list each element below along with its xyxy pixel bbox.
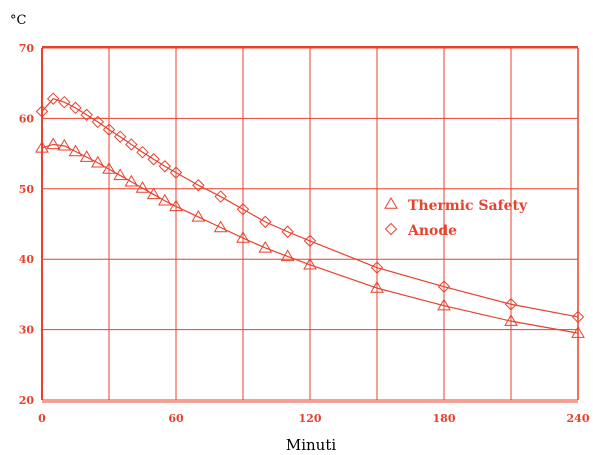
data-point bbox=[169, 166, 183, 179]
data-point bbox=[303, 257, 317, 270]
legend: Thermic Safety Anode bbox=[384, 197, 528, 239]
data-point bbox=[58, 96, 71, 109]
y-axis-unit: °C bbox=[10, 13, 27, 28]
y-tick-label: 60 bbox=[19, 112, 35, 125]
data-point bbox=[214, 190, 227, 203]
data-point bbox=[192, 179, 205, 192]
data-point bbox=[213, 220, 228, 233]
data-point bbox=[113, 168, 128, 181]
series-thermic-safety bbox=[35, 137, 585, 338]
data-point bbox=[102, 162, 116, 174]
data-point bbox=[102, 123, 116, 136]
data-point bbox=[259, 215, 272, 229]
data-point bbox=[281, 225, 294, 238]
data-point bbox=[303, 234, 317, 248]
series-group bbox=[35, 92, 585, 338]
data-point bbox=[258, 240, 273, 253]
data-point bbox=[147, 153, 160, 166]
data-point bbox=[69, 101, 82, 115]
data-point bbox=[68, 144, 83, 157]
data-point bbox=[91, 115, 105, 129]
data-point bbox=[236, 231, 250, 243]
data-point bbox=[169, 199, 183, 212]
y-tick-label: 70 bbox=[19, 42, 35, 55]
data-point bbox=[57, 138, 72, 151]
data-point bbox=[504, 298, 518, 311]
legend-item: Anode bbox=[384, 222, 457, 239]
y-tick-label: 40 bbox=[19, 253, 35, 266]
data-point bbox=[46, 92, 60, 105]
legend-item: Thermic Safety bbox=[384, 197, 528, 214]
x-tick-label: 240 bbox=[567, 412, 590, 425]
data-point bbox=[280, 249, 295, 262]
data-point bbox=[157, 193, 172, 206]
x-tick-label: 120 bbox=[299, 412, 322, 425]
tick-labels: 20 30 40 50 60 70 0 60 120 180 240 bbox=[19, 42, 590, 425]
x-tick-label: 0 bbox=[38, 412, 46, 425]
x-axis-label: Minuti bbox=[286, 436, 337, 454]
data-point bbox=[370, 261, 384, 274]
x-tick-label: 180 bbox=[433, 412, 456, 425]
grid bbox=[41, 46, 579, 403]
data-point bbox=[158, 160, 172, 173]
legend-label: Thermic Safety bbox=[408, 198, 528, 214]
legend-label: Anode bbox=[407, 223, 457, 239]
data-point bbox=[124, 174, 139, 187]
legend-marker bbox=[384, 197, 398, 209]
data-point bbox=[35, 105, 49, 118]
data-point bbox=[191, 209, 206, 222]
data-point bbox=[135, 181, 150, 193]
y-tick-label: 50 bbox=[19, 183, 35, 196]
data-point bbox=[236, 203, 250, 216]
data-point bbox=[146, 187, 161, 200]
data-point bbox=[80, 108, 93, 122]
data-point bbox=[90, 155, 105, 168]
data-point bbox=[571, 326, 585, 338]
data-point bbox=[437, 298, 451, 311]
series-line bbox=[41, 143, 579, 334]
data-point bbox=[125, 138, 138, 151]
data-point bbox=[370, 281, 384, 293]
data-point bbox=[113, 130, 127, 143]
y-tick-label: 30 bbox=[19, 324, 35, 337]
data-point bbox=[35, 140, 49, 153]
series-anode bbox=[35, 92, 585, 324]
data-point bbox=[504, 314, 518, 326]
data-point bbox=[79, 150, 94, 162]
x-tick-label: 60 bbox=[168, 412, 184, 425]
data-point bbox=[46, 137, 61, 150]
y-tick-label: 20 bbox=[19, 394, 35, 407]
data-point bbox=[437, 280, 451, 293]
legend-marker bbox=[384, 222, 398, 236]
data-point bbox=[571, 310, 585, 324]
data-point bbox=[136, 145, 149, 159]
